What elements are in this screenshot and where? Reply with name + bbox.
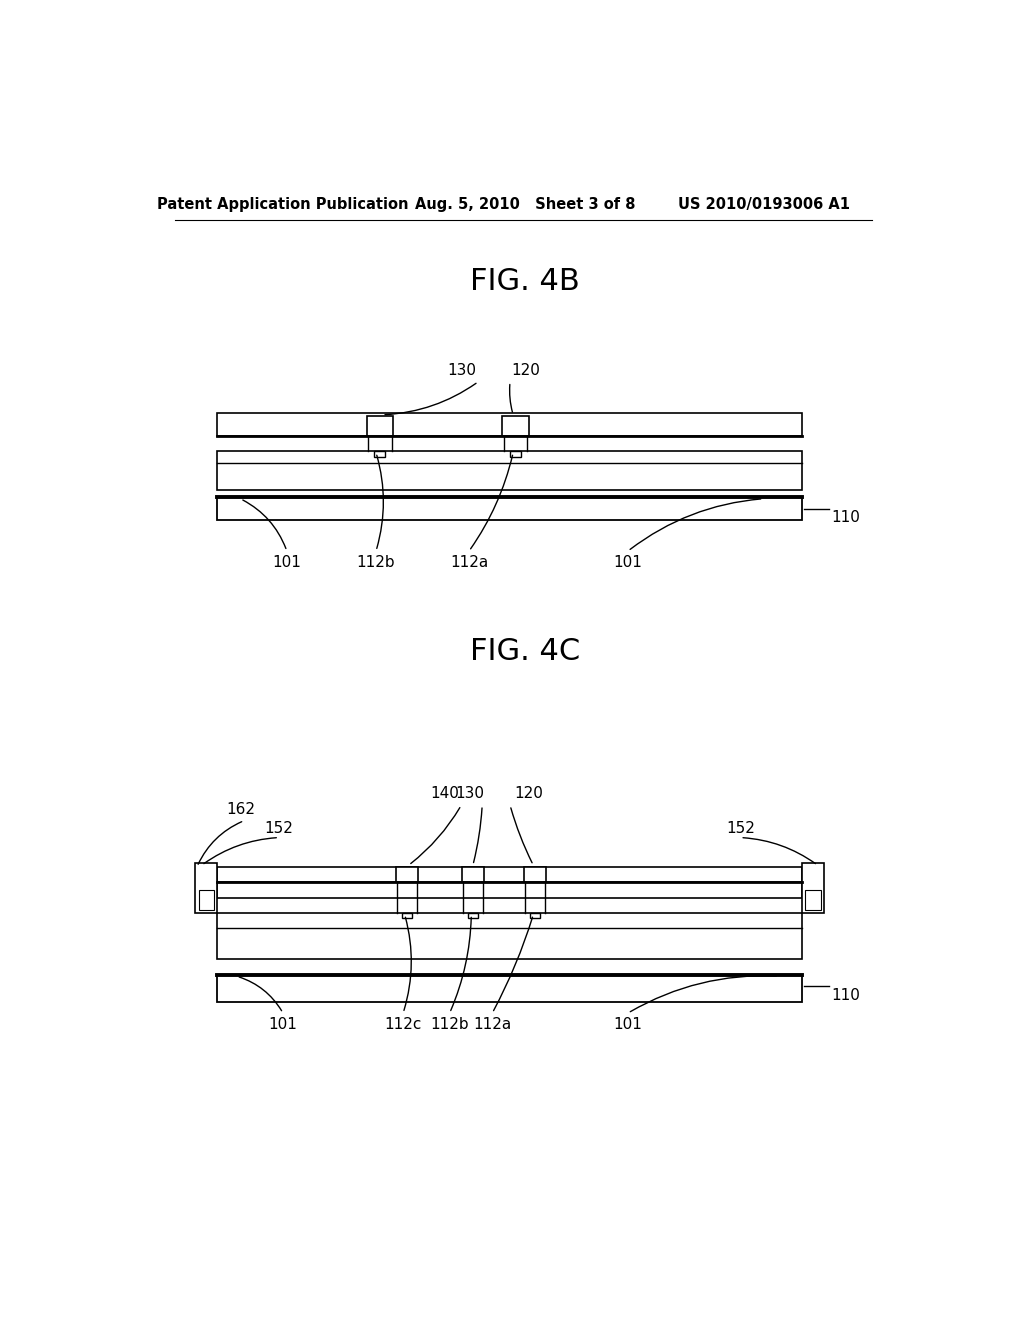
Text: 112b: 112b [430, 1016, 469, 1032]
Bar [530, 913, 540, 919]
Text: 162: 162 [226, 801, 255, 817]
Bar [196, 863, 217, 913]
Bar [402, 913, 412, 919]
Text: FIG. 4C: FIG. 4C [470, 636, 580, 665]
Bar [395, 867, 418, 882]
Text: 112a: 112a [450, 554, 488, 570]
Text: 130: 130 [456, 787, 484, 801]
Text: Patent Application Publication: Patent Application Publication [158, 197, 409, 213]
Text: 140: 140 [430, 787, 459, 801]
Text: 130: 130 [447, 363, 477, 378]
Text: 101: 101 [613, 554, 642, 570]
Bar [503, 416, 528, 436]
Bar [217, 974, 802, 1002]
Bar [375, 451, 385, 457]
Bar [217, 451, 802, 490]
Bar [367, 416, 393, 436]
Text: 120: 120 [512, 363, 541, 378]
Text: US 2010/0193006 A1: US 2010/0193006 A1 [678, 197, 850, 213]
Bar [217, 867, 802, 882]
Bar [468, 913, 477, 919]
Bar [510, 451, 521, 457]
Text: 101: 101 [613, 1016, 642, 1032]
Text: FIG. 4B: FIG. 4B [470, 267, 580, 296]
Text: 110: 110 [831, 511, 860, 525]
Text: 112a: 112a [473, 1016, 511, 1032]
Text: 112b: 112b [356, 554, 395, 570]
Text: 112c: 112c [384, 1016, 422, 1032]
Text: 152: 152 [726, 821, 755, 836]
Bar [199, 890, 214, 909]
Bar [802, 863, 824, 913]
Bar [217, 913, 802, 960]
Bar [217, 498, 802, 520]
Text: 101: 101 [268, 1016, 297, 1032]
Bar [805, 890, 821, 909]
Text: 120: 120 [514, 787, 543, 801]
Bar [217, 412, 802, 436]
Bar [462, 867, 484, 882]
Text: 101: 101 [272, 554, 301, 570]
Bar [523, 867, 546, 882]
Text: 110: 110 [831, 987, 860, 1003]
Text: Aug. 5, 2010   Sheet 3 of 8: Aug. 5, 2010 Sheet 3 of 8 [415, 197, 635, 213]
Text: 152: 152 [264, 821, 294, 836]
Bar [217, 882, 802, 898]
